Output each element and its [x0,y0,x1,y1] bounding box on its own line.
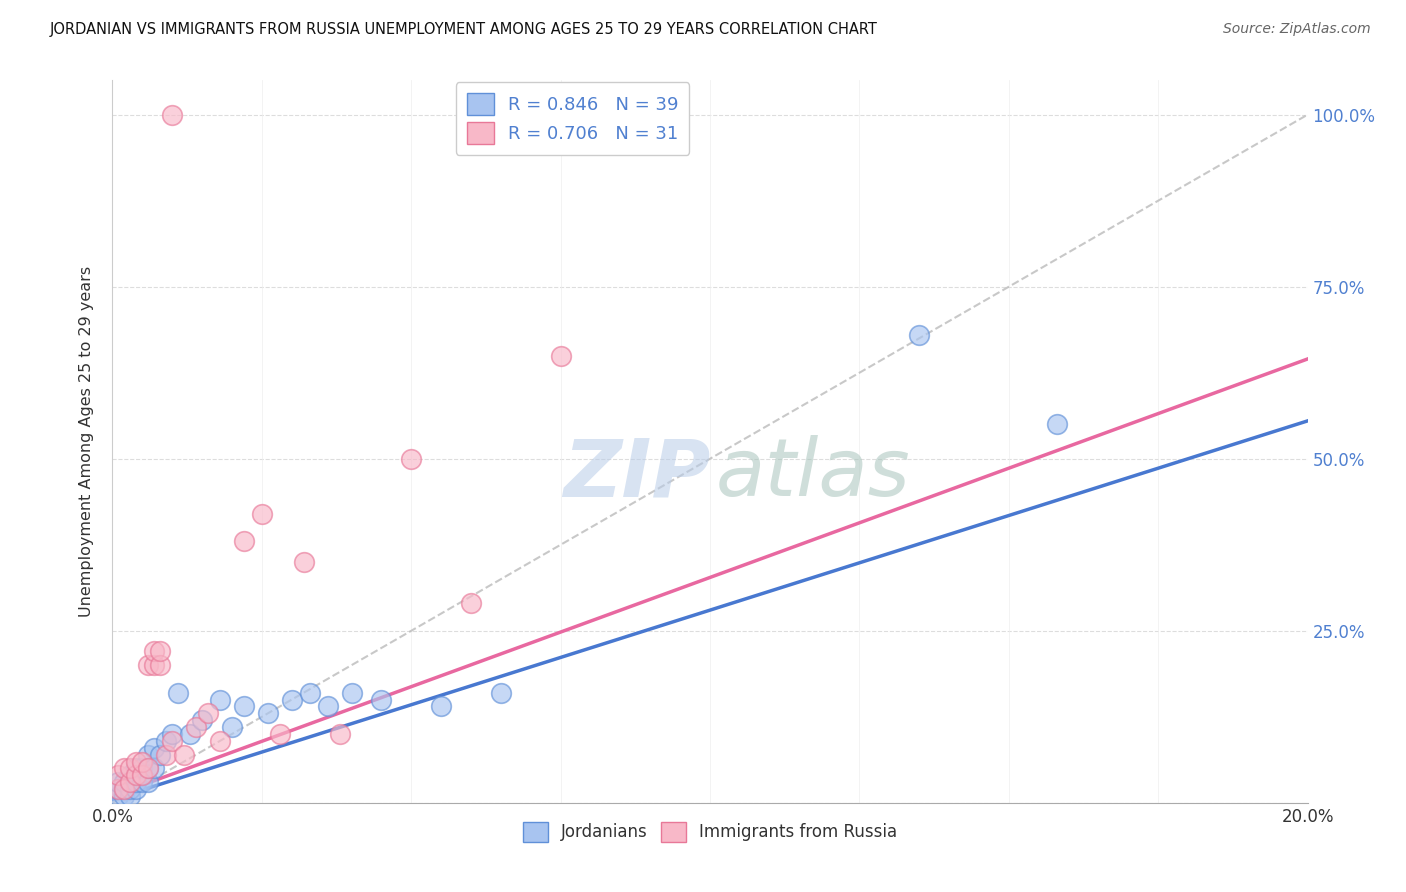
Point [233,534,256,549]
Point [120,761,142,775]
Point [179,727,201,741]
Point [125,768,148,782]
Text: Source: ZipAtlas.com: Source: ZipAtlas.com [1223,22,1371,37]
Point [131,755,153,769]
Point [550,349,572,363]
Point [143,658,166,673]
Point [257,706,280,721]
Point [281,692,304,706]
Point [120,782,142,797]
Point [143,644,166,658]
Point [114,761,135,775]
Point [316,699,339,714]
Point [149,658,172,673]
Point [1046,417,1069,432]
Point [167,686,190,700]
Point [430,699,453,714]
Point [125,755,148,769]
Point [120,775,142,789]
Point [149,747,172,762]
Point [173,747,195,762]
Point [162,734,183,748]
Point [107,782,129,797]
Point [460,596,482,610]
Point [138,761,160,775]
Point [191,713,214,727]
Point [131,761,153,775]
Point [155,734,177,748]
Point [131,775,153,789]
Point [209,734,232,748]
Point [114,782,135,797]
Point [120,789,142,803]
Point [340,686,363,700]
Point [149,644,172,658]
Text: ZIP: ZIP [562,435,710,513]
Point [125,775,148,789]
Point [197,706,219,721]
Y-axis label: Unemployment Among Ages 25 to 29 years: Unemployment Among Ages 25 to 29 years [79,266,94,617]
Point [298,686,321,700]
Point [209,692,232,706]
Point [120,768,142,782]
Point [233,699,256,714]
Point [138,761,160,775]
Point [138,658,160,673]
Point [107,768,129,782]
Point [401,451,423,466]
Point [143,740,166,755]
Point [114,782,135,797]
Text: atlas: atlas [716,435,911,513]
Legend: Jordanians, Immigrants from Russia: Jordanians, Immigrants from Russia [516,815,904,848]
Point [125,782,148,797]
Point [908,327,931,342]
Point [329,727,352,741]
Point [107,775,129,789]
Point [221,720,243,734]
Point [292,555,315,569]
Point [143,761,166,775]
Point [489,686,512,700]
Point [269,727,291,741]
Point [114,789,135,803]
Text: JORDANIAN VS IMMIGRANTS FROM RUSSIA UNEMPLOYMENT AMONG AGES 25 TO 29 YEARS CORRE: JORDANIAN VS IMMIGRANTS FROM RUSSIA UNEM… [49,22,877,37]
Point [162,108,183,122]
Point [370,692,392,706]
Point [155,747,177,762]
Point [186,720,208,734]
Point [114,775,135,789]
Point [125,761,148,775]
Point [138,747,160,762]
Point [162,727,183,741]
Point [138,775,160,789]
Point [107,789,129,803]
Point [250,507,273,521]
Point [107,782,129,797]
Point [120,775,142,789]
Point [131,768,153,782]
